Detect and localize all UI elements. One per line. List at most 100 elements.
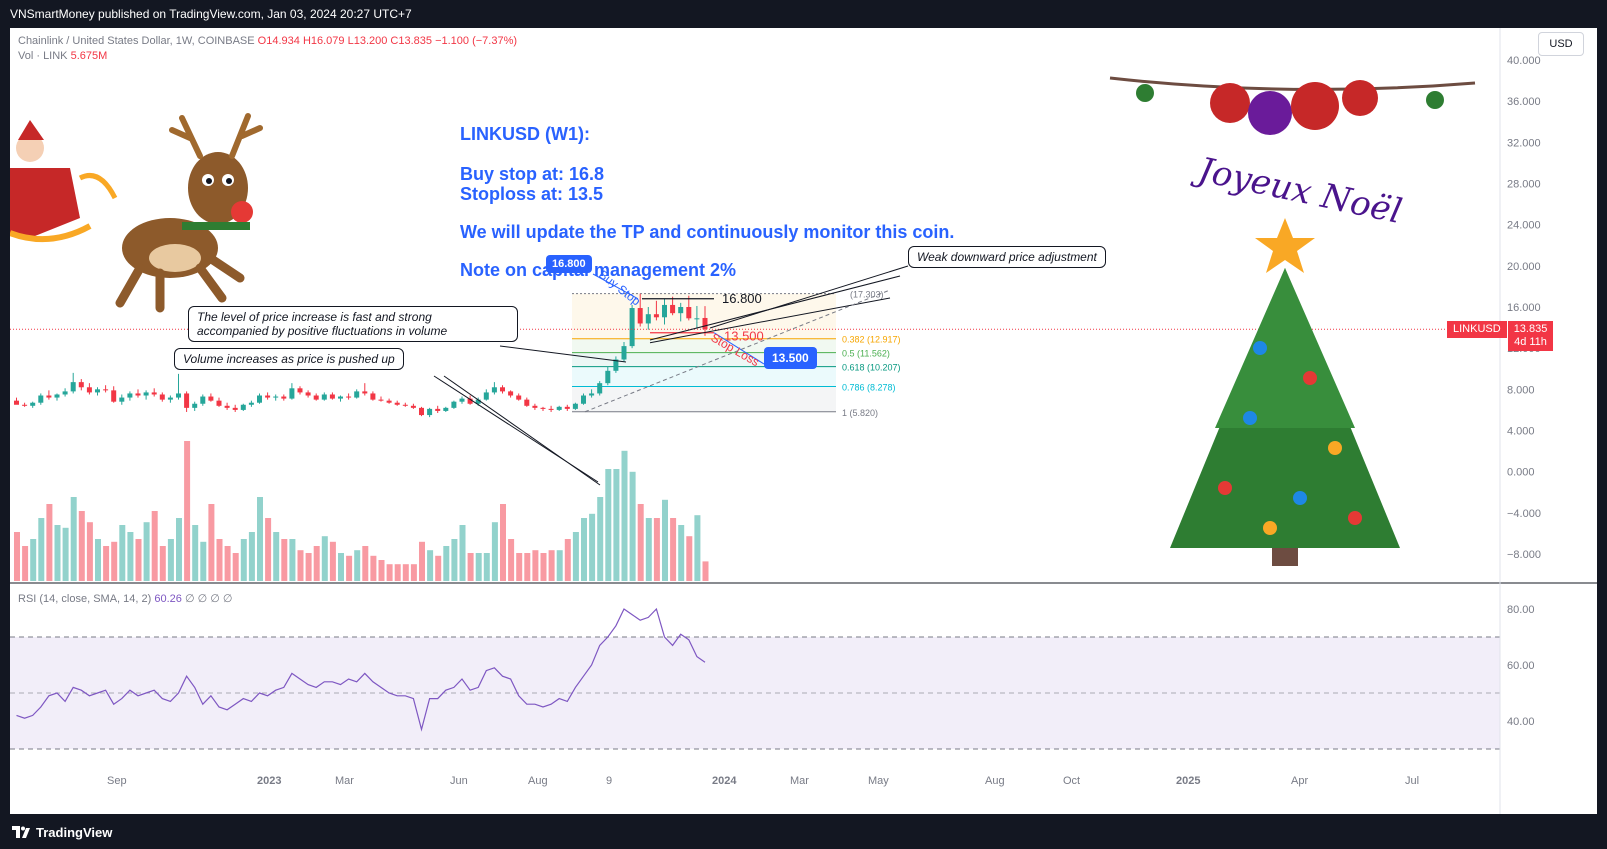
volume-bar — [200, 541, 207, 581]
axes: 40.000 36.000 32.000 28.000 24.000 20.000 16.0… — [107, 55, 1541, 787]
price-tag-countdown: 4d 11h — [1514, 336, 1547, 348]
candle-body — [694, 318, 700, 320]
candle-body — [564, 406, 570, 409]
rsi-axis-label: 40.00 — [1507, 716, 1535, 728]
candle-body — [435, 408, 441, 411]
time-axis-label: Aug — [528, 775, 548, 787]
buy-badge[interactable]: 16.800 — [546, 255, 592, 273]
candle-body — [670, 304, 676, 314]
fib-level-label: 0.5 (11.562) — [842, 349, 890, 359]
volume-bar — [435, 555, 442, 581]
price-axis-label: 4.000 — [1507, 426, 1535, 438]
volume-bar — [248, 532, 255, 581]
volume-bar — [240, 539, 247, 581]
candle-body — [135, 393, 141, 396]
price-axis-label: 32.000 — [1507, 137, 1541, 149]
volume-bar — [524, 553, 531, 581]
note-stoploss: Stoploss at: 13.5 — [460, 184, 604, 204]
candle-body — [645, 314, 651, 324]
rsi-axis-label: 80.00 — [1507, 604, 1535, 616]
callout-weak-adjustment[interactable]: Weak downward price adjustment — [908, 246, 1106, 268]
candle-body — [467, 398, 473, 404]
note-buy-stop: Buy stop at: 16.8 — [460, 164, 605, 184]
candle-body — [38, 395, 44, 403]
volume-bar — [192, 525, 199, 581]
candle-body — [208, 396, 214, 401]
candle-body — [540, 407, 546, 409]
candle-body — [86, 387, 92, 393]
volume-bar — [564, 539, 571, 581]
volume-bar — [419, 541, 425, 581]
candle-body — [46, 395, 52, 398]
volume-bar — [70, 497, 77, 581]
volume-bar — [281, 539, 288, 581]
legend-symbol: Chainlink / United States Dollar, 1W, CO… — [18, 35, 255, 47]
time-axis-label: 2023 — [257, 775, 281, 787]
volume-bar — [467, 553, 474, 581]
volume-bar — [540, 553, 547, 581]
legend-high: H16.079 — [302, 35, 345, 47]
publisher-line: VNSmartMoney published on TradingView.co… — [10, 7, 412, 21]
volume-bar — [662, 499, 668, 581]
chart-legend: Chainlink / United States Dollar, 1W, CO… — [18, 34, 517, 64]
callout-pointer-weak — [709, 265, 909, 329]
price-tag-symbol: LINKUSD — [1447, 321, 1507, 338]
christmas-tree-illustration: Joyeux Noël — [1109, 76, 1476, 566]
volume-bar — [232, 553, 239, 581]
price-axis-label: 36.000 — [1507, 96, 1541, 108]
candle-body — [354, 391, 360, 398]
fib-zone-band — [572, 386, 836, 412]
volume-bar — [605, 469, 612, 581]
volume-bar — [46, 504, 53, 581]
rsi-value: 60.26 — [154, 593, 182, 605]
candle-body — [653, 314, 659, 318]
volume-bar — [556, 550, 563, 581]
candle-body — [532, 405, 538, 408]
currency-button[interactable]: USD — [1538, 32, 1584, 56]
volume-bar — [621, 450, 628, 581]
volume-bar — [14, 532, 20, 581]
volume-bar — [86, 522, 93, 581]
time-axis-label: Aug — [985, 775, 1005, 787]
volume-bar — [127, 532, 134, 581]
callout-weak-text: Weak downward price adjustment — [917, 250, 1097, 264]
callout-price-increase[interactable]: The level of price increase is fast and … — [188, 306, 518, 342]
candle-body — [305, 392, 311, 396]
volume-bar — [653, 518, 660, 581]
rsi-band-fill — [10, 637, 1500, 749]
volume-bar — [103, 546, 110, 581]
publisher-bar: VNSmartMoney published on TradingView.co… — [0, 0, 1607, 28]
candle-body — [637, 308, 643, 324]
price-tag-price: 13.835 — [1513, 323, 1548, 335]
candle-body — [362, 391, 368, 394]
time-axis-label: May — [868, 775, 889, 787]
volume-bar — [265, 518, 272, 581]
candle-body — [621, 346, 627, 360]
candle-body — [313, 395, 319, 400]
volume-bar — [273, 532, 280, 581]
callout-level-line2: accompanied by positive fluctuations in … — [197, 324, 448, 338]
candle-body — [443, 407, 449, 411]
note-capital: Note on capital management 2% — [460, 260, 737, 280]
volume-bar — [532, 550, 539, 581]
reindeer-illustration — [10, 113, 263, 313]
time-axis-label: Mar — [790, 775, 809, 787]
candle-body — [232, 407, 238, 410]
trade-notes: LINKUSD (W1): Buy stop at: 16.8 Stoploss… — [460, 124, 954, 280]
chart-frame[interactable]: (17.303) 0.382 (12.917) 0.5 (11.562) 0.618 … — [10, 28, 1597, 814]
volume-bar — [475, 553, 482, 581]
volume-bar — [167, 539, 174, 581]
candle-body — [702, 317, 708, 330]
volume-bar — [686, 536, 693, 581]
rsi-label: RSI (14, close, SMA, 14, 2) — [18, 593, 152, 605]
stop-badge[interactable]: 13.500 — [764, 347, 817, 369]
rsi-line — [16, 607, 706, 732]
legend-open: O14.934 — [257, 35, 300, 47]
volume-bar — [159, 546, 166, 581]
greeting-text: Joyeux Noël — [1189, 149, 1405, 232]
footer-bar: TradingView — [0, 815, 1607, 849]
volume-bar — [629, 471, 636, 581]
candle-body — [394, 402, 400, 405]
callout-volume[interactable]: Volume increases as price is pushed up — [174, 348, 404, 370]
candle-body — [556, 406, 562, 410]
